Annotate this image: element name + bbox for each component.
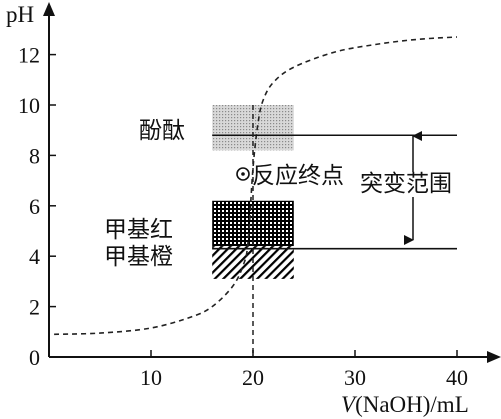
y-tick-label-2: 2 xyxy=(29,295,40,320)
y-tick-label-6: 6 xyxy=(29,194,40,219)
y-tick-label-8: 8 xyxy=(29,143,40,168)
x-tick-label-10: 10 xyxy=(140,365,162,390)
x-axis-label: V(NaOH)/mL xyxy=(341,392,469,417)
indicator-label-methyl-orange: 甲基橙 xyxy=(104,244,173,270)
ticks-layer: 10 20 30 40 0 2 4 6 8 10 12 xyxy=(18,43,468,390)
equivalence-point-label: 反应终点 xyxy=(252,163,344,189)
jump-range-label: 突变范围 xyxy=(360,171,452,197)
plot-layer xyxy=(54,36,458,357)
x-tick-label-20: 20 xyxy=(242,365,264,390)
y-tick-label-12: 12 xyxy=(18,43,40,68)
indicator-label-methyl-red: 甲基红 xyxy=(104,217,173,243)
x-axis-label-variable: V xyxy=(341,392,358,417)
equivalence-point-dot xyxy=(241,172,245,176)
x-axis-arrowhead xyxy=(487,351,501,363)
x-axis-label-unit: (NaOH)/mL xyxy=(355,392,469,417)
y-tick-label-0: 0 xyxy=(29,345,40,370)
x-tick-label-30: 30 xyxy=(344,365,366,390)
y-tick-label-4: 4 xyxy=(29,244,40,269)
indicator-label-phenolphthalein: 酚酞 xyxy=(139,118,185,144)
y-tick-label-10: 10 xyxy=(18,93,40,118)
y-axis-label: pH xyxy=(6,2,34,27)
titration-curve xyxy=(54,36,458,336)
y-axis-arrowhead xyxy=(43,2,55,16)
x-tick-label-40: 40 xyxy=(446,365,468,390)
